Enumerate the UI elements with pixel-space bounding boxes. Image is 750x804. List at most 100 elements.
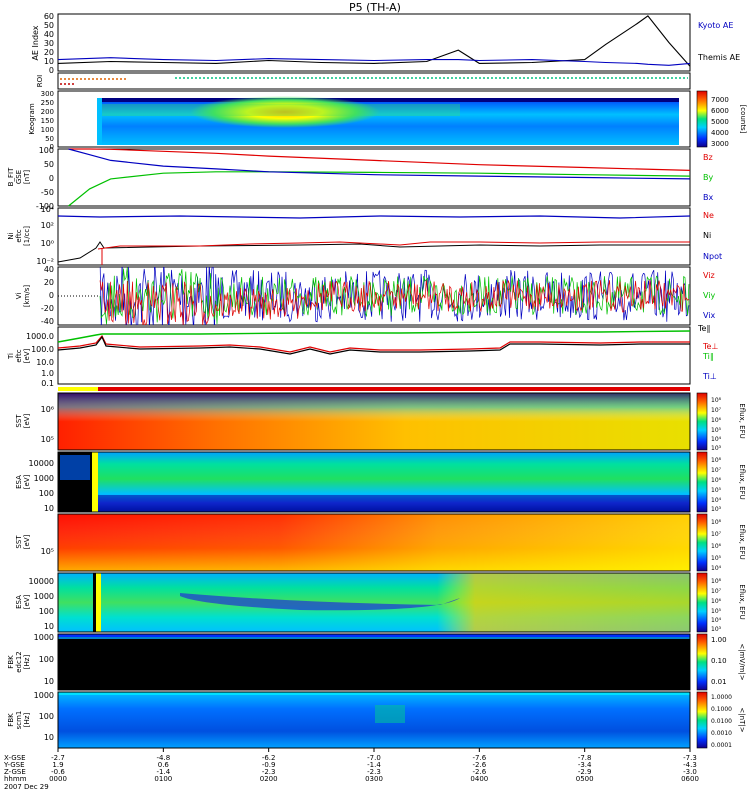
esa-electron-cbar-label: Eflux, EFU xyxy=(738,464,746,499)
footer-time-label: 0400 xyxy=(470,775,488,783)
plot-title: P5 (TH-A) xyxy=(349,1,401,14)
esa-electron-burst xyxy=(92,452,98,512)
esa-ion-tick: 10 xyxy=(44,622,54,631)
footer-z-gse-value: -2.3 xyxy=(367,768,381,776)
ae-tick: 10 xyxy=(44,57,54,66)
keogram-tick: 50 xyxy=(45,135,54,143)
fbk-scm-ylabel-2: scm1 xyxy=(15,711,23,730)
sst-ion-tick: 10⁵ xyxy=(41,547,54,556)
keogram-ylabel: Keogram xyxy=(28,103,36,134)
esa-electron-tick: 1000 xyxy=(34,474,54,483)
sst-electron-cbar-tick: 10⁶ xyxy=(711,417,722,424)
keogram-aurora-band xyxy=(100,104,460,116)
keogram-image xyxy=(97,98,679,145)
velocity-clip xyxy=(99,267,690,325)
fbk-edc-cbar-tick: 0.10 xyxy=(711,657,727,665)
temperature-legend-ti-par: Ti∥ xyxy=(702,352,714,361)
fbk-edc-spectrogram xyxy=(58,634,690,690)
esa-ion-cbar-tick: 10³ xyxy=(711,626,722,633)
density-ylabel-3: [1/cc] xyxy=(23,226,31,246)
esa-ion-gap xyxy=(93,573,96,632)
sst-ion-colorbar xyxy=(696,513,708,572)
footer-y-gse-value: -0.9 xyxy=(262,761,276,769)
bfit-panel: 100 50 0 -50 -100 B_FIT GSE [nT] Bz By B… xyxy=(7,146,713,211)
sst-electron-cbar-tick: 10³ xyxy=(711,445,722,452)
sst-electron-ylabel-3: [eV] xyxy=(23,413,31,428)
footer-x-gse-value: -7.6 xyxy=(472,754,486,762)
esa-ion-overlay xyxy=(58,573,690,632)
bfit-axis-ticks: 100 50 0 -50 -100 xyxy=(36,146,54,211)
ae-ylabel: AE Index xyxy=(31,25,40,60)
keogram-tick: 100 xyxy=(41,126,54,134)
fbk-edc-frame xyxy=(57,633,691,691)
bfit-tick: 50 xyxy=(44,160,54,169)
keogram-tick: 250 xyxy=(41,99,54,107)
temperature-ylabel-3: [eV] xyxy=(23,348,31,363)
bfit-ylabel-2: GSE xyxy=(15,170,23,184)
footer-z-gse-value: -0.6 xyxy=(51,768,65,776)
density-tick: 10² xyxy=(41,221,54,230)
fbk-edc-top-band-2 xyxy=(58,637,690,639)
esa-electron-cbar-tick: 10³ xyxy=(711,506,722,513)
density-tick: 10⁻² xyxy=(36,257,54,266)
fbk-edc-ylabel-3: [Hz] xyxy=(23,655,31,670)
esa-ion-ylabel-3: [eV] xyxy=(23,594,31,609)
velocity-tick: -20 xyxy=(41,304,54,313)
density-ylabel-2: eftc xyxy=(15,229,23,242)
fbk-edc-tick: 1000 xyxy=(34,633,54,642)
temperature-ti-par-line xyxy=(57,335,690,355)
density-ne-line xyxy=(97,241,690,250)
velocity-legend-viy: Viy xyxy=(703,291,716,300)
fbk-scm-cbar-tick: 1.0000 xyxy=(711,694,732,701)
temperature-axis-ticks: 1000.0 100.0 10.0 1.0 0.1 xyxy=(26,332,54,388)
keogram-cbar-tick: 3000 xyxy=(711,140,729,148)
fbk-scm-cbar-tick: 0.0100 xyxy=(711,718,732,725)
esa-ion-ylabel-1: ESA xyxy=(15,595,23,609)
footer-time-label: 0600 xyxy=(681,775,699,783)
keogram-tick: 300 xyxy=(41,90,54,98)
density-legend-ne: Ne xyxy=(703,211,714,220)
density-ylabel-1: Ni xyxy=(7,232,15,239)
esa-ion-tick: 10000 xyxy=(29,577,54,586)
temperature-tick: 10.0 xyxy=(36,358,54,367)
footer-time-label: 0300 xyxy=(365,775,383,783)
ae-legend-themis: Themis AE xyxy=(697,53,740,62)
esa-electron-cbar-tick: 10⁵ xyxy=(711,487,722,494)
temperature-tick: 100.0 xyxy=(31,345,54,354)
footer-z-gse-value: -2.6 xyxy=(472,768,486,776)
sst-electron-tick: 10⁶ xyxy=(41,405,54,414)
fbk-scm-cbar-tick: 0.0010 xyxy=(711,730,732,737)
footer-time-label: 0100 xyxy=(154,775,172,783)
velocity-tick: 20 xyxy=(44,278,54,287)
density-axis-ticks: 10⁴ 10² 10⁰ 10⁻² xyxy=(36,205,54,266)
temperature-legend-te-par: Te∥ xyxy=(697,324,710,333)
fbk-edc-cbar-tick: 0.01 xyxy=(711,678,727,686)
sst-electron-cbar-label: Eflux, EFU xyxy=(738,403,746,438)
sst-ion-cbar-tick: 10⁴ xyxy=(711,565,722,572)
temperature-tick: 0.1 xyxy=(41,379,54,388)
esa-ion-tick: 1000 xyxy=(34,592,54,601)
ae-tick: 50 xyxy=(44,21,54,30)
footer-date: 2007 Dec 29 xyxy=(4,783,49,791)
sst-ion-frame xyxy=(57,513,691,572)
footer-row-label: hhmm xyxy=(4,775,27,783)
bfit-tick: 0 xyxy=(49,174,54,183)
footer-row-label: X-GSE xyxy=(4,754,26,762)
esa-electron-cbar-tick: 10⁷ xyxy=(711,467,722,474)
footer-x-gse-value: -7.3 xyxy=(683,754,697,762)
temperature-legend-ti-perp: Ti⊥ xyxy=(702,372,717,381)
footer-y-gse-value: -4.3 xyxy=(683,761,697,769)
footer-axis: X-GSE Y-GSE Z-GSE hhmm 2007 Dec 29 -2.71… xyxy=(3,748,699,791)
fbk-scm-cbar-tick: 0.1000 xyxy=(711,706,732,713)
ae-tick: 60 xyxy=(44,12,54,21)
ae-tick: 0 xyxy=(49,66,54,75)
esa-ion-burst xyxy=(96,573,101,632)
velocity-ylabel-1: Vi xyxy=(15,293,23,300)
fbk-edc-cbar-tick: 1.00 xyxy=(711,636,727,644)
fbk-scm-tick: 10 xyxy=(44,733,54,742)
keogram-axis-ticks: 300 250 200 150 100 50 0 xyxy=(41,90,54,151)
footer-row-label: Y-GSE xyxy=(3,761,25,769)
temperature-tick: 1.0 xyxy=(41,369,54,378)
keogram-top-band xyxy=(97,98,679,102)
